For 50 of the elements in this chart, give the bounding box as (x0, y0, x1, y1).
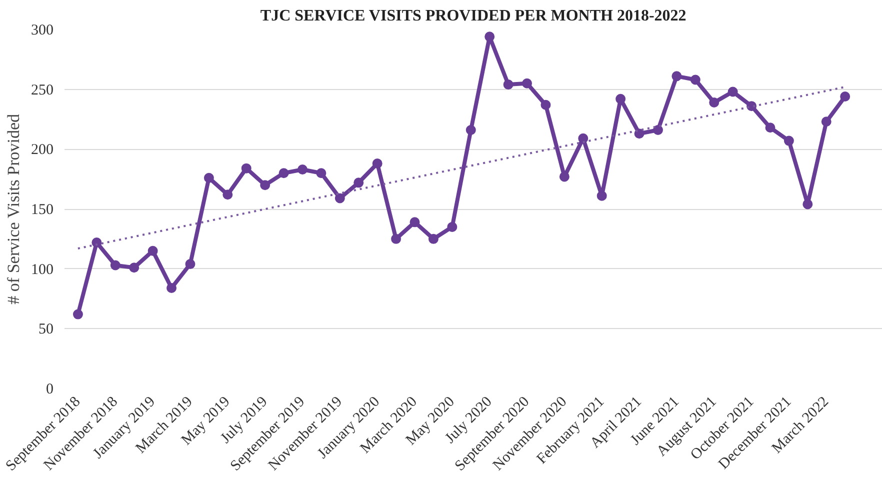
point (578, 133, 588, 144)
point (278, 168, 289, 178)
point (652, 125, 663, 136)
point (222, 190, 233, 200)
point (559, 172, 570, 182)
chart-title: TJC SERVICE VISITS PROVIDED PER MONTH 2018-2022 (260, 8, 686, 24)
point (185, 259, 196, 270)
y-tick-label: 50 (38, 322, 54, 338)
point (428, 234, 438, 244)
point (110, 260, 120, 270)
point (522, 78, 532, 88)
point (391, 234, 402, 244)
point (728, 86, 738, 97)
point (709, 98, 720, 108)
point (821, 116, 832, 127)
point (484, 32, 495, 42)
point (765, 122, 776, 133)
point (447, 222, 458, 232)
point (166, 282, 177, 293)
point (410, 217, 420, 228)
point (241, 163, 252, 174)
point (784, 136, 794, 146)
point (92, 238, 102, 248)
y-tick-label: 300 (31, 22, 54, 38)
point (72, 309, 83, 320)
point (672, 71, 682, 82)
point (148, 246, 158, 256)
point (316, 168, 326, 178)
point (540, 100, 551, 110)
point (802, 199, 813, 210)
y-axis-title: # of Service Visits Provided (4, 113, 23, 304)
point (372, 158, 382, 169)
point (297, 164, 308, 174)
point (596, 190, 607, 201)
y-tick-label: 250 (31, 82, 54, 98)
point (354, 178, 364, 188)
point (334, 193, 345, 204)
point (129, 262, 140, 273)
point (690, 74, 700, 85)
point (503, 80, 514, 90)
y-tick-label: 0 (46, 382, 54, 398)
y-tick-label: 150 (31, 202, 54, 218)
y-tick-label: 200 (31, 142, 54, 158)
point (616, 94, 626, 104)
point (260, 180, 270, 190)
point (204, 172, 214, 183)
point (840, 92, 850, 102)
point (634, 128, 644, 139)
point (466, 125, 476, 136)
y-tick-label: 100 (31, 262, 54, 278)
